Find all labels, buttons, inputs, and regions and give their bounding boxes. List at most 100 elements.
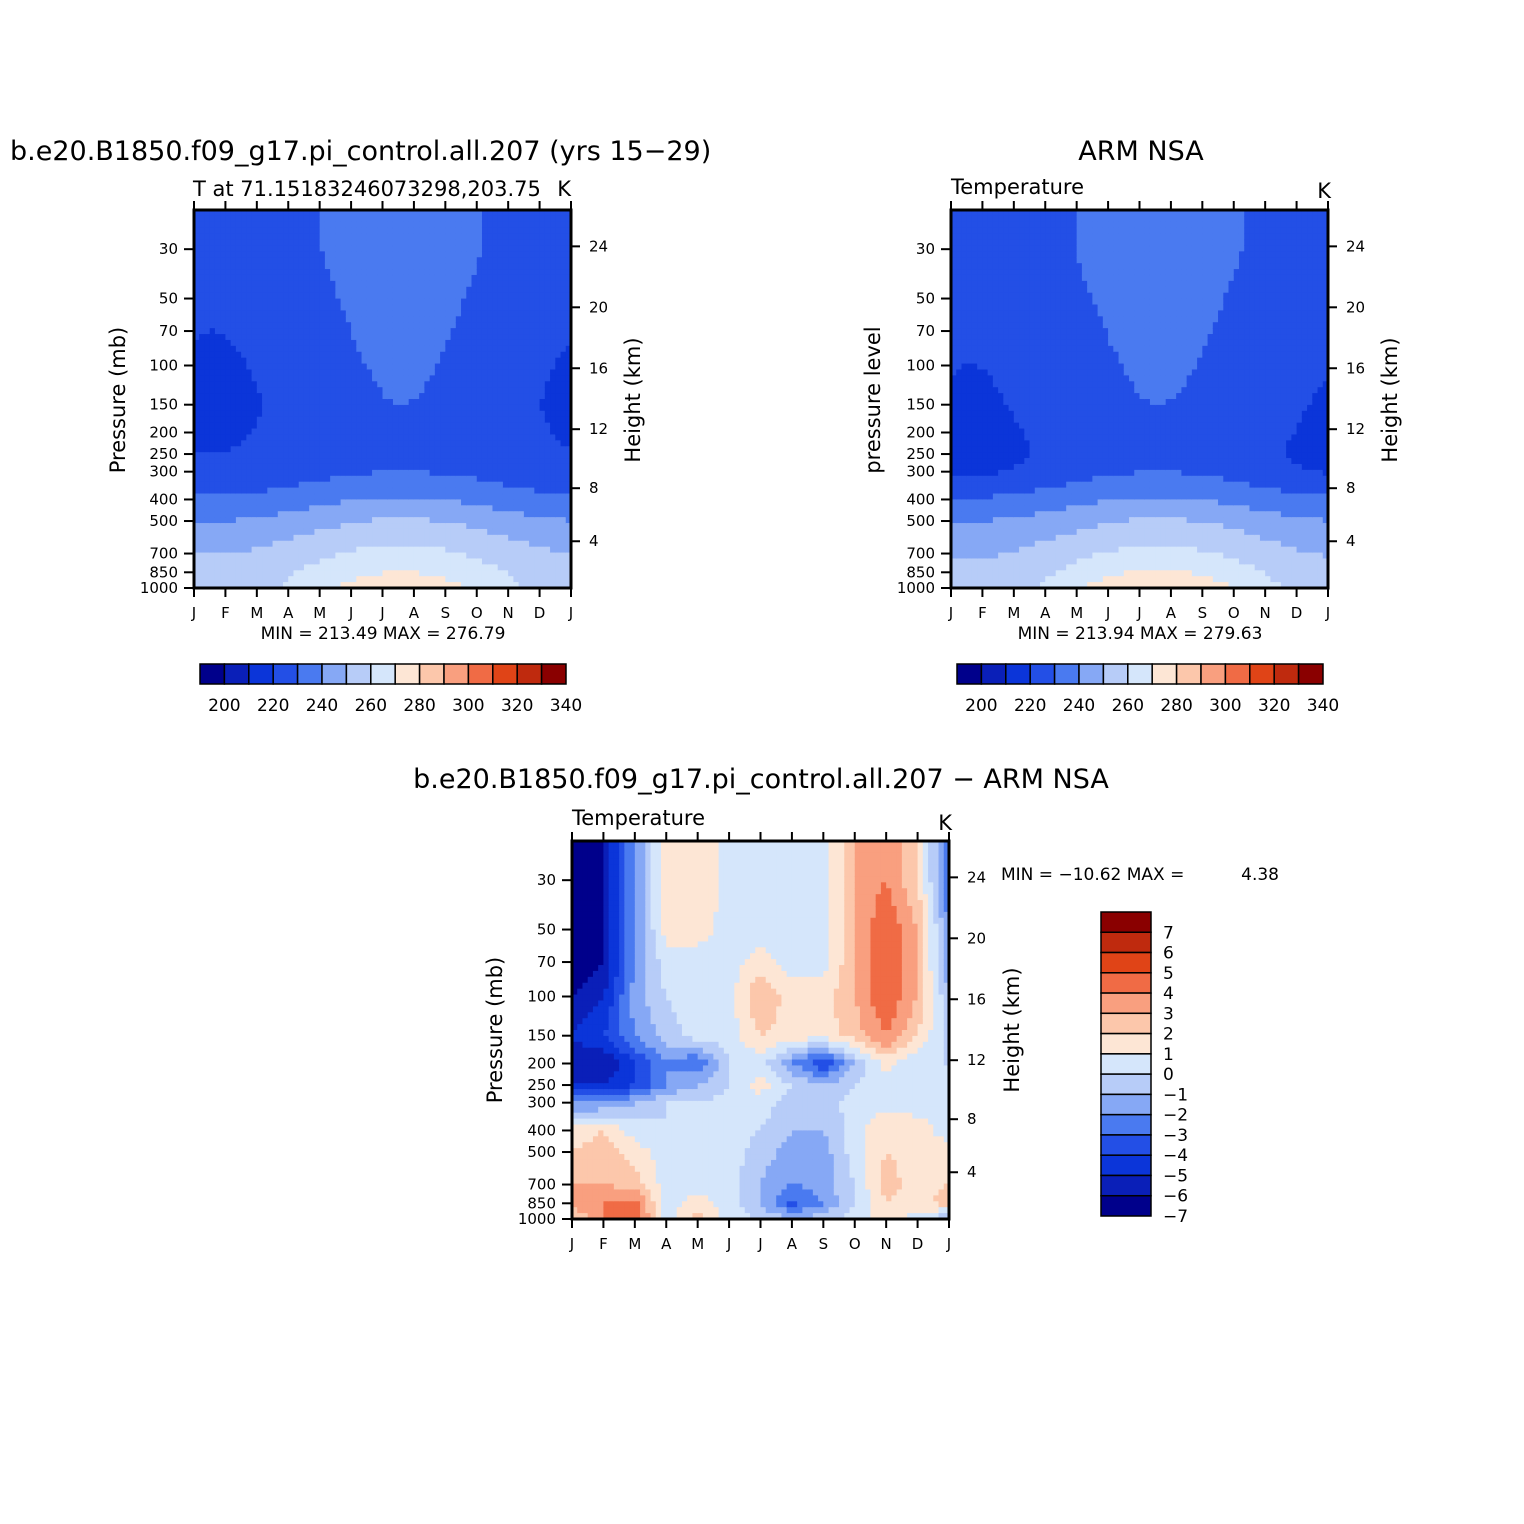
- contour-cell: [225, 523, 232, 530]
- contour-cell: [361, 245, 368, 252]
- contour-cell: [303, 387, 310, 394]
- contour-cell: [481, 523, 488, 530]
- contour-cell: [481, 552, 488, 560]
- contour-cell: [434, 387, 441, 394]
- contour-cell: [314, 245, 321, 252]
- contour-cell: [398, 274, 405, 282]
- contour-cell: [403, 552, 410, 560]
- contour-cell: [199, 469, 206, 477]
- contour-cell: [267, 404, 274, 412]
- contour-cell: [529, 328, 535, 335]
- contour-cell: [440, 564, 446, 571]
- contour-cell: [461, 499, 467, 506]
- contour-cell: [283, 481, 289, 489]
- contour-cell: [471, 233, 478, 241]
- contour-cell: [440, 357, 446, 365]
- contour-cell: [523, 280, 530, 288]
- contour-cell: [335, 345, 342, 353]
- contour-cell: [466, 221, 473, 229]
- contour-cell: [283, 582, 289, 589]
- contour-cell: [209, 334, 216, 341]
- contour-cell: [481, 269, 488, 276]
- contour-cell: [377, 534, 384, 542]
- colorbar-box: [394, 663, 421, 685]
- contour-cell: [272, 387, 279, 394]
- contour-cell: [387, 446, 394, 453]
- contour-cell: [539, 375, 546, 382]
- contour-cell: [356, 298, 363, 306]
- contour-cell: [335, 440, 342, 447]
- contour-cell: [387, 227, 394, 235]
- contour-cell: [523, 564, 530, 571]
- contour-cell: [194, 463, 200, 471]
- contour-cell: [550, 298, 556, 306]
- contour-cell: [283, 369, 289, 376]
- contour-cell: [335, 475, 342, 483]
- contour-cell: [267, 233, 274, 241]
- contour-cell: [220, 351, 227, 359]
- contour-cell: [209, 328, 216, 335]
- contour-cell: [214, 416, 221, 424]
- contour-cell: [434, 511, 441, 518]
- contour-cell: [277, 410, 284, 418]
- contour-cell: [419, 552, 425, 560]
- contour-cell: [298, 334, 305, 341]
- contour-cell: [481, 487, 488, 495]
- contour-cell: [481, 215, 488, 223]
- contour-cell: [461, 233, 467, 241]
- contour-cell: [319, 576, 326, 583]
- contour-cell: [413, 298, 420, 306]
- contour-cell: [487, 351, 494, 359]
- contour-cell: [539, 540, 546, 548]
- contour-cell: [199, 546, 206, 554]
- contour-cell: [544, 304, 551, 312]
- contour-cell: [476, 576, 483, 583]
- contour-cell: [361, 558, 368, 565]
- contour-cell: [220, 475, 227, 483]
- contour-cell: [555, 511, 562, 518]
- contour-cell: [340, 381, 347, 388]
- contour-cell: [466, 375, 473, 382]
- contour-cell: [565, 381, 572, 388]
- contour-cell: [225, 292, 232, 300]
- contour-cell: [262, 233, 268, 241]
- contour-cell: [403, 534, 410, 542]
- contour-cell: [398, 357, 405, 365]
- contour-cell: [267, 310, 274, 317]
- contour-cell: [487, 481, 494, 489]
- contour-cell: [555, 452, 562, 459]
- contour-cell: [961, 280, 968, 288]
- contour-cell: [288, 316, 295, 323]
- contour-cell: [471, 469, 478, 477]
- contour-cell: [324, 582, 331, 589]
- contour-cell: [951, 458, 957, 465]
- contour-cell: [966, 458, 973, 465]
- contour-cell: [481, 422, 488, 430]
- contour-cell: [283, 274, 289, 282]
- contour-cell: [513, 345, 520, 353]
- contour-cell: [209, 422, 216, 430]
- contour-cell: [961, 446, 968, 453]
- contour-cell: [497, 381, 504, 388]
- contour-cell: [966, 428, 973, 436]
- contour-cell: [330, 233, 336, 241]
- contour-cell: [502, 534, 509, 542]
- contour-cell: [461, 257, 467, 264]
- contour-cell: [461, 274, 467, 282]
- contour-cell: [225, 576, 232, 583]
- contour-cell: [235, 582, 242, 589]
- contour-cell: [246, 487, 253, 495]
- contour-cell: [534, 292, 541, 300]
- contour-cell: [230, 375, 237, 382]
- contour-cell: [440, 540, 446, 548]
- contour-cell: [309, 363, 316, 371]
- contour-cell: [461, 363, 467, 371]
- obs-temperature-panel: ARM NSA Temperature K J F M A M J J A S O N D J30507…: [861, 136, 1402, 716]
- contour-cell: [560, 446, 567, 453]
- contour-cell: [555, 475, 562, 483]
- contour-cell: [230, 528, 237, 536]
- contour-cell: [424, 481, 431, 489]
- contour-cell: [309, 552, 316, 560]
- contour-cell: [539, 257, 546, 264]
- contour-cell: [256, 528, 263, 536]
